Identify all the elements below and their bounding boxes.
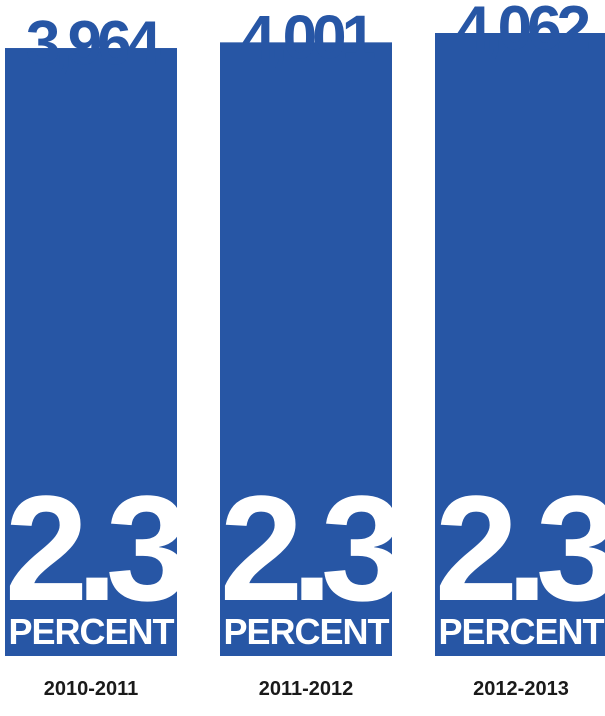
percent-word-label: PERCENT bbox=[438, 611, 604, 652]
category-label: 2011-2012 bbox=[259, 678, 354, 700]
bar-value-label: 3,964 bbox=[26, 9, 162, 78]
category-label: 2010-2011 bbox=[44, 678, 139, 700]
percent-value-label: 2.3 bbox=[435, 464, 605, 632]
bar-value-label: 4,001 bbox=[241, 3, 375, 72]
percent-value-label: 2.3 bbox=[5, 464, 184, 632]
percent-word-label: PERCENT bbox=[223, 611, 389, 652]
bar bbox=[220, 42, 392, 657]
percent-value-label: 2.3 bbox=[220, 464, 399, 632]
bar bbox=[5, 48, 177, 657]
percent-word-label: PERCENT bbox=[8, 611, 174, 652]
bar-value-label: 4,062 bbox=[456, 0, 589, 63]
bar bbox=[435, 33, 605, 656]
category-label: 2012-2013 bbox=[473, 678, 569, 700]
